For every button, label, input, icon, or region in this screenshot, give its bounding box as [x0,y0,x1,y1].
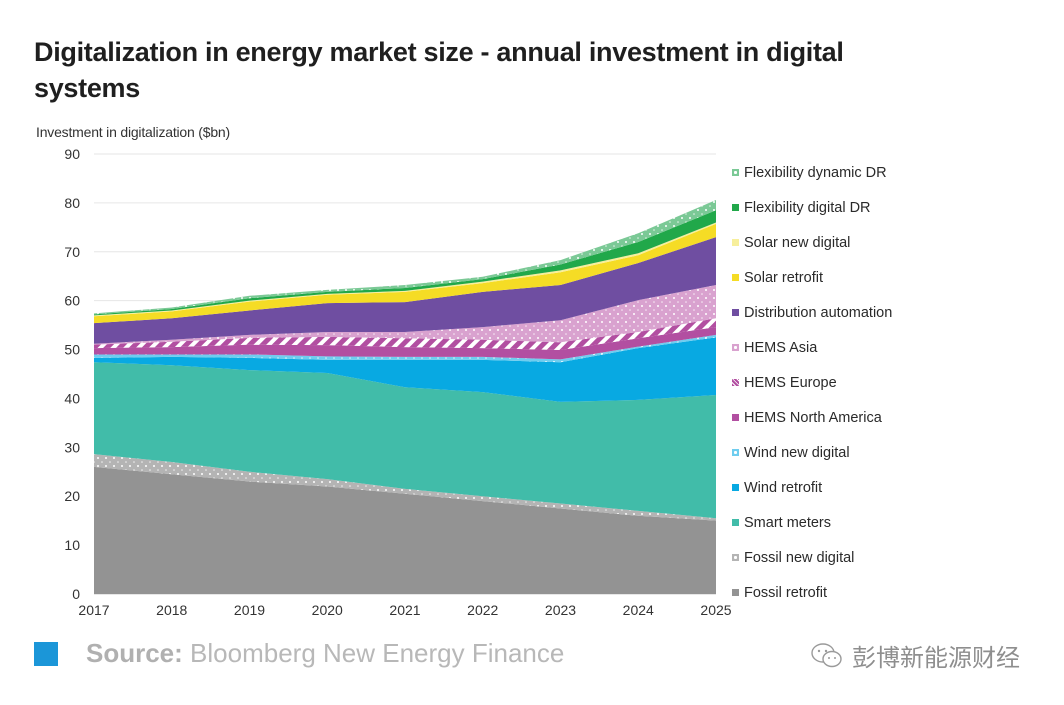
area-smart-meters [94,362,716,519]
source-footer: Source: Bloomberg New Energy Finance [34,638,564,669]
area-flexibility-digital-dr [94,210,716,316]
legend-label: Wind retrofit [744,479,823,496]
legend-item: HEMS Europe [732,365,892,400]
legend-item: Fossil retrofit [732,575,892,610]
y-tick-label: 10 [64,537,80,553]
y-tick-label: 40 [64,390,80,406]
legend-item: Distribution automation [732,295,892,330]
legend-item: Solar new digital [732,225,892,260]
legend-swatch-icon [732,484,739,491]
x-tick-label: 2022 [467,602,498,618]
y-tick-label: 60 [64,293,80,309]
legend-label: Flexibility dynamic DR [744,164,887,181]
legend-label: Flexibility digital DR [744,199,871,216]
legend-label: Fossil new digital [744,549,855,566]
legend-item: Fossil new digital [732,540,892,575]
x-tick-label: 2017 [78,602,109,618]
chart-title: Digitalization in energy market size - a… [34,37,844,103]
y-tick-label: 80 [64,195,80,211]
area-wind-retrofit [94,337,716,402]
source-text: Bloomberg New Energy Finance [190,638,565,668]
legend-item: Wind new digital [732,435,892,470]
watermark-text: 彭博新能源财经 [852,645,1020,672]
area-solar-retrofit [94,223,716,324]
legend-label: HEMS Europe [744,374,837,391]
legend-swatch-icon [732,519,739,526]
area-hems-north-america [94,327,716,360]
legend-item: Flexibility dynamic DR [732,155,892,190]
legend-label: HEMS North America [744,409,882,426]
y-tick-label: 70 [64,244,80,260]
x-tick-label: 2021 [389,602,420,618]
legend-swatch-icon [732,449,739,456]
legend-item: Smart meters [732,505,892,540]
legend-label: Wind new digital [744,444,850,461]
x-tick-label: 2023 [545,602,576,618]
legend-label: Solar new digital [744,234,851,251]
area-series [94,199,716,594]
y-tick-label: 50 [64,342,80,358]
legend-item: HEMS Asia [732,330,892,365]
legend-label: Solar retrofit [744,269,823,286]
legend-swatch-icon [732,554,739,561]
legend-label: HEMS Asia [744,339,818,356]
legend-swatch-icon [732,379,739,386]
legend-swatch-icon [732,344,739,351]
x-tick-label: 2024 [623,602,654,618]
legend-item: Flexibility digital DR [732,190,892,225]
y-axis-ticks: 0 10 20 30 40 50 60 70 80 90 [64,146,80,602]
area-fossil-new-digital [94,454,716,521]
legend-label: Fossil retrofit [744,584,827,601]
y-tick-label: 20 [64,488,80,504]
legend-label: Distribution automation [744,304,893,321]
legend-item: Wind retrofit [732,470,892,505]
legend-swatch-icon [732,414,739,421]
source-accent-box [34,641,58,666]
legend-swatch-icon [732,589,739,596]
area-wind-new-digital [94,334,716,363]
legend-swatch-icon [732,309,739,316]
legend-item: HEMS North America [732,400,892,435]
x-tick-label: 2019 [234,602,265,618]
legend-swatch-icon [732,169,739,176]
area-fossil-retrofit [94,466,716,594]
legend-label: Smart meters [744,514,832,531]
legend-swatch-icon [732,204,739,211]
area-hems-europe [94,318,716,351]
legend-swatch-icon [732,239,739,246]
legend-swatch-icon [732,274,739,281]
watermark: 彭博新能源财经 [810,638,1020,673]
area-distribution-automation [94,237,716,344]
x-tick-label: 2018 [156,602,187,618]
area-hems-asia [94,285,716,345]
source-label: Source: [86,638,183,668]
y-axis-label: Investment in digitalization ($bn) [36,124,230,140]
legend-item: Solar retrofit [732,260,892,295]
x-tick-label: 2020 [312,602,343,618]
wechat-icon [811,642,842,667]
y-tick-label: 0 [72,586,80,602]
y-tick-label: 30 [64,439,80,455]
y-tick-label: 90 [64,146,80,162]
legend: Flexibility dynamic DR Flexibility digita… [732,155,892,610]
x-tick-label: 2025 [700,602,731,618]
x-axis-ticks: 2017 2018 2019 2020 2021 2022 2023 2024 2025 [78,602,731,618]
